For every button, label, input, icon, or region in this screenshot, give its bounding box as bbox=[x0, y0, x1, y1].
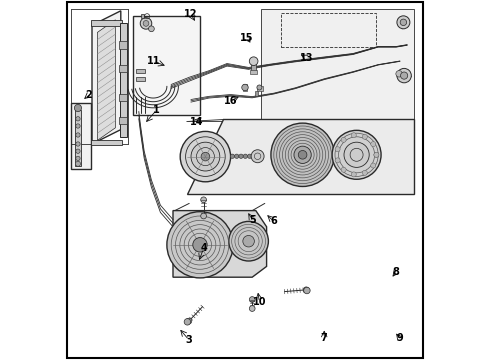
Circle shape bbox=[400, 72, 408, 79]
Bar bbox=[281, 13, 376, 47]
Circle shape bbox=[332, 130, 381, 179]
Bar bbox=[257, 86, 263, 91]
Circle shape bbox=[371, 163, 376, 168]
Circle shape bbox=[400, 19, 407, 26]
Circle shape bbox=[249, 57, 258, 66]
Circle shape bbox=[335, 147, 340, 152]
Circle shape bbox=[374, 152, 379, 157]
Circle shape bbox=[341, 137, 346, 142]
Text: 8: 8 bbox=[393, 267, 400, 277]
Text: 2: 2 bbox=[85, 90, 92, 100]
Circle shape bbox=[140, 18, 152, 29]
Bar bbox=[119, 41, 127, 49]
Circle shape bbox=[294, 146, 311, 163]
Circle shape bbox=[201, 152, 210, 161]
Text: 9: 9 bbox=[396, 333, 403, 343]
Circle shape bbox=[76, 124, 80, 128]
Bar bbox=[251, 61, 256, 72]
Circle shape bbox=[186, 318, 192, 324]
Circle shape bbox=[397, 16, 410, 29]
Circle shape bbox=[201, 197, 206, 203]
Bar bbox=[243, 84, 247, 91]
Bar bbox=[75, 110, 81, 166]
Polygon shape bbox=[98, 20, 116, 140]
Text: 1: 1 bbox=[153, 105, 160, 115]
Circle shape bbox=[76, 156, 80, 161]
Circle shape bbox=[371, 141, 376, 147]
Bar bbox=[119, 94, 127, 101]
Bar bbox=[133, 16, 200, 115]
Circle shape bbox=[76, 149, 80, 153]
Circle shape bbox=[257, 85, 262, 90]
Bar bbox=[136, 69, 145, 73]
Circle shape bbox=[239, 154, 243, 158]
Circle shape bbox=[75, 161, 80, 166]
Circle shape bbox=[191, 142, 220, 171]
Text: 11: 11 bbox=[147, 56, 160, 66]
Circle shape bbox=[362, 134, 368, 139]
Text: 7: 7 bbox=[321, 333, 328, 343]
Circle shape bbox=[180, 131, 231, 182]
Circle shape bbox=[249, 306, 255, 311]
Polygon shape bbox=[173, 211, 267, 277]
Circle shape bbox=[76, 133, 80, 137]
Circle shape bbox=[397, 68, 411, 83]
Circle shape bbox=[351, 133, 356, 138]
Polygon shape bbox=[92, 11, 121, 144]
Polygon shape bbox=[186, 9, 414, 121]
Circle shape bbox=[351, 172, 356, 177]
Circle shape bbox=[251, 150, 264, 163]
Text: 10: 10 bbox=[253, 297, 266, 307]
Circle shape bbox=[201, 213, 206, 219]
Circle shape bbox=[143, 21, 149, 26]
Circle shape bbox=[76, 117, 80, 121]
Text: 12: 12 bbox=[184, 9, 198, 19]
Text: 6: 6 bbox=[270, 216, 277, 226]
Circle shape bbox=[271, 123, 334, 186]
Text: 14: 14 bbox=[190, 117, 203, 127]
Circle shape bbox=[243, 235, 254, 247]
Circle shape bbox=[167, 212, 233, 278]
Bar bbox=[119, 65, 127, 72]
Circle shape bbox=[298, 150, 307, 159]
Circle shape bbox=[304, 287, 310, 294]
Bar bbox=[250, 70, 257, 74]
Circle shape bbox=[229, 221, 269, 261]
Bar bbox=[120, 23, 126, 137]
Bar bbox=[72, 103, 91, 169]
Text: 3: 3 bbox=[186, 335, 193, 345]
Circle shape bbox=[74, 104, 81, 112]
Circle shape bbox=[335, 158, 340, 163]
Text: 15: 15 bbox=[240, 33, 253, 43]
Circle shape bbox=[362, 170, 368, 175]
Circle shape bbox=[230, 154, 235, 158]
Circle shape bbox=[374, 152, 379, 157]
Bar bbox=[141, 14, 144, 18]
Polygon shape bbox=[187, 119, 414, 194]
Circle shape bbox=[148, 26, 154, 32]
Circle shape bbox=[242, 84, 248, 91]
Circle shape bbox=[396, 71, 402, 77]
Circle shape bbox=[243, 154, 247, 158]
Bar bbox=[255, 91, 258, 96]
Bar bbox=[91, 140, 122, 145]
Text: 5: 5 bbox=[249, 215, 256, 225]
Circle shape bbox=[76, 142, 80, 146]
Circle shape bbox=[184, 319, 191, 325]
Bar bbox=[119, 117, 127, 124]
Text: 4: 4 bbox=[200, 243, 207, 253]
Circle shape bbox=[193, 238, 207, 252]
Circle shape bbox=[303, 287, 309, 293]
Circle shape bbox=[235, 154, 239, 158]
Circle shape bbox=[341, 167, 346, 172]
Circle shape bbox=[247, 154, 252, 158]
Circle shape bbox=[249, 297, 255, 302]
Text: 13: 13 bbox=[299, 53, 313, 63]
Bar bbox=[136, 77, 145, 81]
Circle shape bbox=[344, 142, 369, 167]
Text: 16: 16 bbox=[224, 96, 237, 106]
Bar bbox=[91, 20, 122, 26]
